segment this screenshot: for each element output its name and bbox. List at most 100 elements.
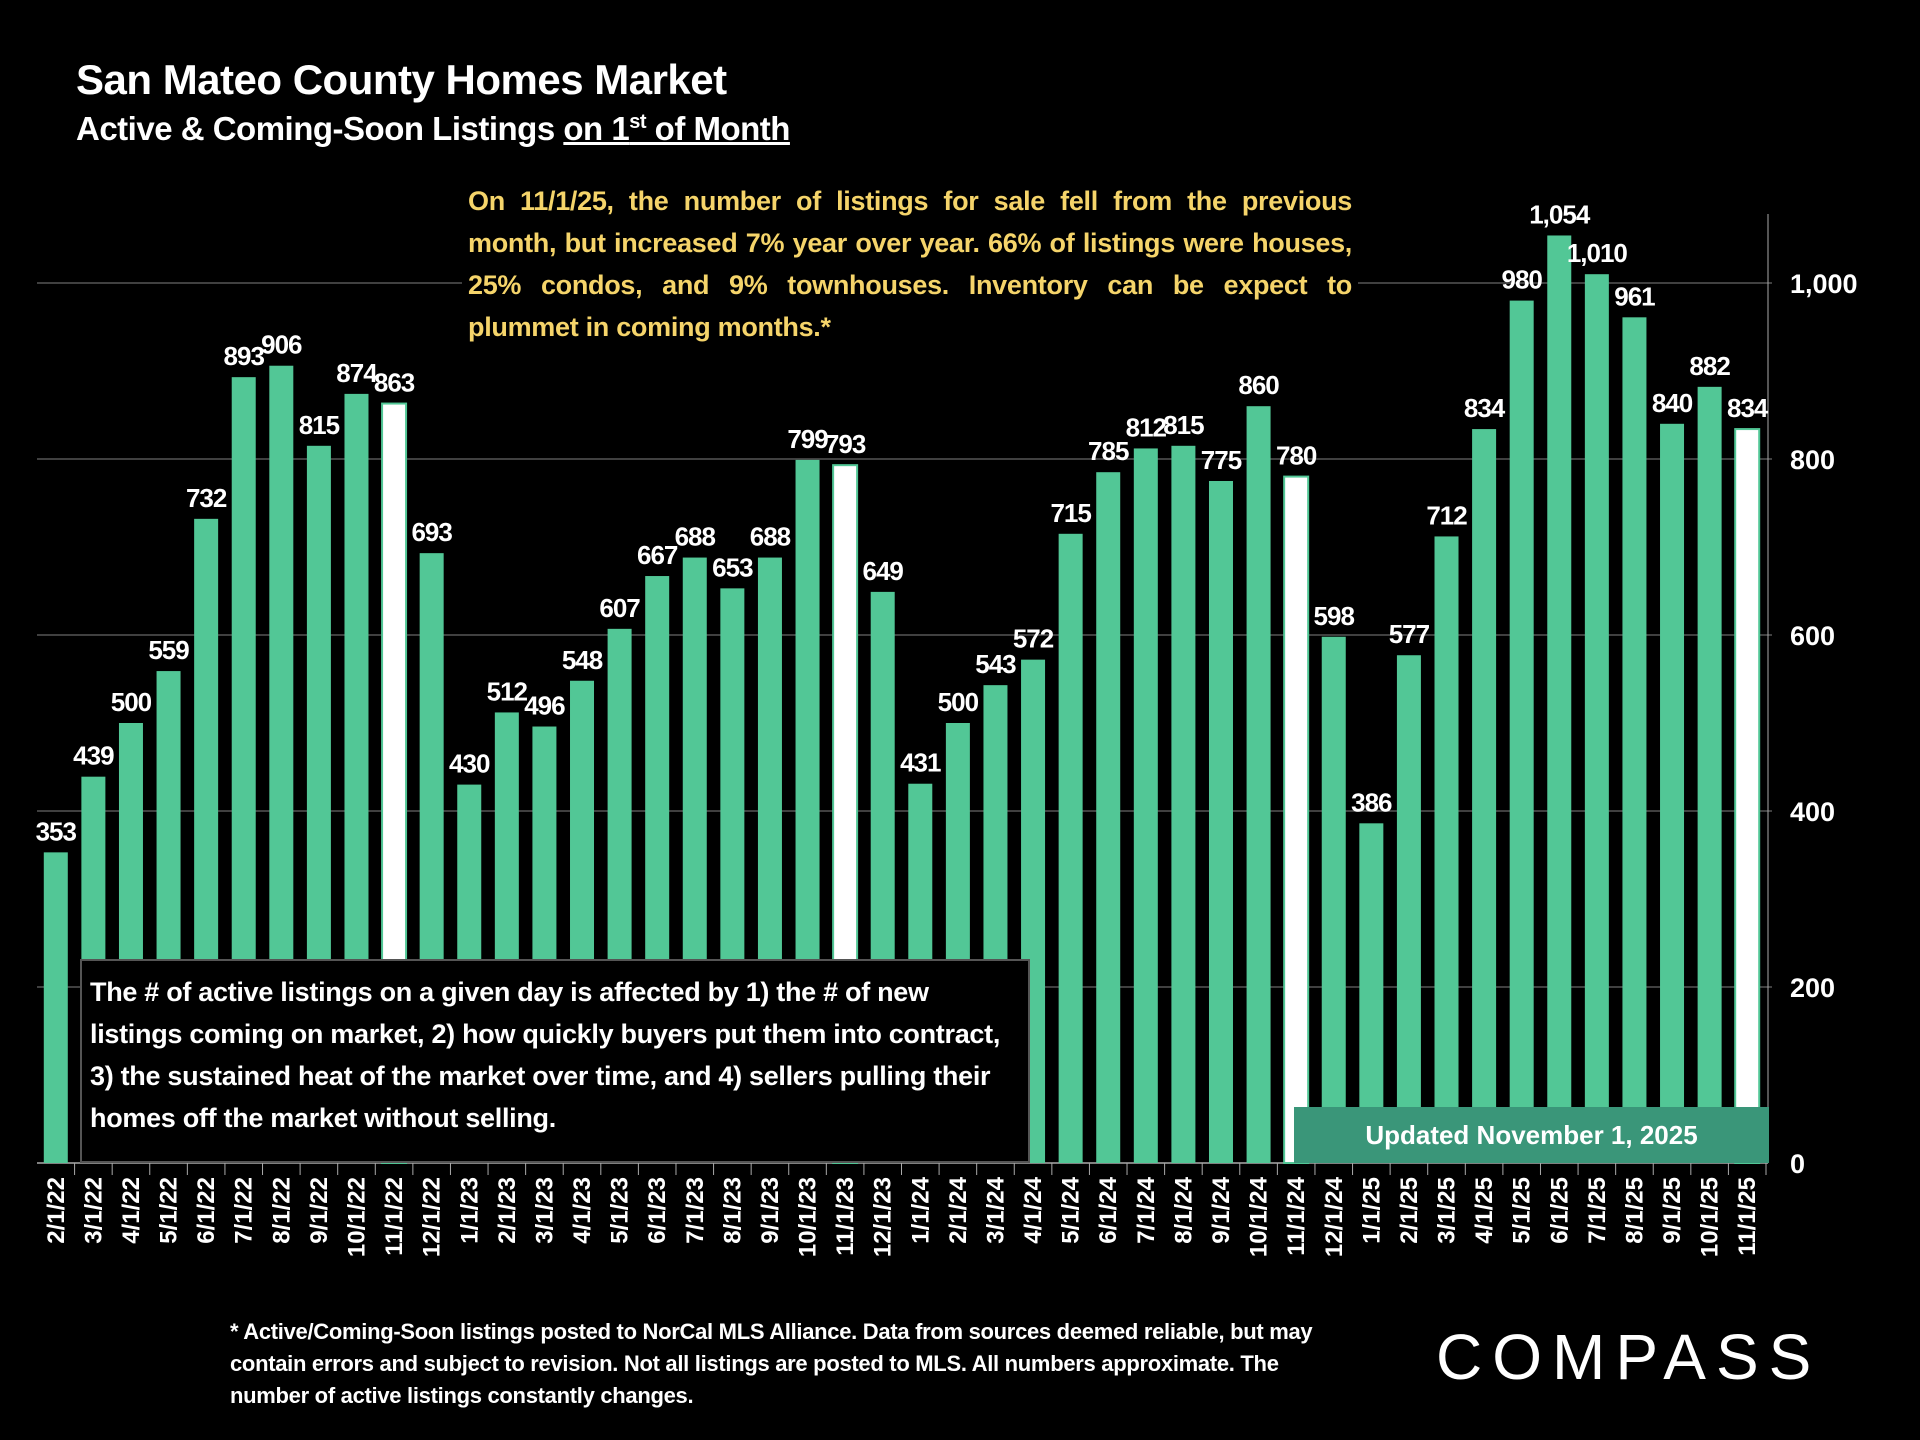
data-label: 543 (975, 649, 1016, 679)
x-tick-label: 9/1/24 (1208, 1176, 1235, 1243)
y-tick-label: 400 (1790, 797, 1835, 827)
data-label: 572 (1013, 624, 1054, 654)
x-tick-label: 2/1/22 (43, 1177, 70, 1244)
x-tick-label: 5/1/22 (156, 1177, 183, 1244)
data-label: 667 (637, 540, 678, 570)
chart-subtitle: Active & Coming-Soon Listings on 1st of … (76, 110, 790, 148)
data-label: 439 (73, 741, 114, 771)
x-tick-label: 11/1/25 (1734, 1177, 1761, 1256)
data-label: 693 (411, 517, 452, 547)
data-label: 775 (1201, 445, 1242, 475)
x-tick-label: 7/1/25 (1584, 1177, 1611, 1244)
data-label: 712 (1426, 500, 1467, 530)
bar (1096, 472, 1121, 1163)
data-label: 500 (111, 687, 152, 717)
data-label: 780 (1276, 441, 1317, 471)
bar (1208, 481, 1233, 1163)
y-tick-label: 800 (1790, 445, 1835, 475)
bar (1058, 533, 1083, 1163)
data-label: 732 (186, 483, 227, 513)
data-label: 834 (1464, 393, 1506, 423)
x-tick-label: 4/1/24 (1020, 1176, 1047, 1243)
subtitle-prefix: Active & Coming-Soon Listings (76, 110, 564, 147)
y-tick-label: 200 (1790, 973, 1835, 1003)
x-tick-label: 1/1/23 (456, 1177, 483, 1244)
x-tick-label: 1/1/25 (1358, 1177, 1385, 1244)
bar (1660, 423, 1685, 1163)
data-label: 430 (449, 749, 490, 779)
x-tick-label: 3/1/25 (1434, 1177, 1461, 1244)
bar (1359, 823, 1384, 1163)
data-label: 812 (1126, 412, 1167, 442)
data-label: 799 (787, 424, 828, 454)
bar (1283, 475, 1310, 1165)
x-tick-label: 5/1/24 (1058, 1176, 1085, 1243)
bar (1171, 445, 1196, 1163)
x-tick-label: 6/1/25 (1546, 1177, 1573, 1244)
data-label: 598 (1314, 601, 1355, 631)
x-tick-label: 7/1/24 (1133, 1176, 1160, 1243)
x-tick-label: 8/1/25 (1621, 1177, 1648, 1244)
data-label: 548 (562, 645, 603, 675)
data-label: 649 (863, 556, 904, 586)
x-tick-label: 8/1/24 (1170, 1176, 1197, 1243)
bar (1321, 636, 1346, 1163)
x-tick-label: 9/1/23 (757, 1177, 784, 1244)
data-label: 512 (487, 676, 528, 706)
x-tick-label: 10/1/24 (1246, 1176, 1273, 1257)
data-label: 688 (750, 522, 791, 552)
x-tick-label: 7/1/22 (231, 1177, 258, 1244)
data-label: 980 (1501, 265, 1542, 295)
data-label: 785 (1088, 436, 1129, 466)
commentary-note: On 11/1/25, the number of listings for s… (462, 176, 1358, 352)
data-label: 1,054 (1529, 199, 1591, 229)
x-tick-label: 10/1/23 (795, 1177, 822, 1257)
data-label: 893 (224, 341, 265, 371)
chart-title: San Mateo County Homes Market (76, 56, 727, 103)
x-tick-label: 4/1/23 (569, 1177, 596, 1244)
bar (1697, 386, 1722, 1164)
x-tick-label: 9/1/25 (1659, 1177, 1686, 1244)
subtitle-suffix: of Month (646, 110, 791, 147)
x-tick-label: 7/1/23 (682, 1177, 709, 1244)
data-label: 386 (1351, 787, 1392, 817)
compass-logo: COMPASS (1436, 1321, 1822, 1393)
x-tick-label: 8/1/23 (719, 1177, 746, 1244)
data-label: 577 (1389, 619, 1430, 649)
x-tick-label: 6/1/24 (1095, 1176, 1122, 1243)
x-tick-label: 5/1/25 (1509, 1177, 1536, 1244)
data-label: 840 (1652, 388, 1693, 418)
x-tick-label: 2/1/25 (1396, 1177, 1423, 1244)
x-tick-label: 10/1/25 (1697, 1177, 1724, 1257)
x-tick-label: 4/1/25 (1471, 1177, 1498, 1244)
data-label: 353 (36, 816, 77, 846)
x-tick-label: 3/1/23 (531, 1177, 558, 1244)
data-label: 874 (336, 358, 378, 388)
data-label: 559 (148, 635, 189, 665)
data-label: 607 (599, 593, 640, 623)
bar (1472, 429, 1497, 1164)
x-tick-label: 6/1/23 (644, 1177, 671, 1244)
data-label: 906 (261, 330, 302, 360)
x-tick-label: 2/1/24 (945, 1176, 972, 1243)
x-tick-label: 12/1/22 (419, 1177, 446, 1257)
x-tick-label: 1/1/24 (907, 1176, 934, 1243)
x-tick-label: 9/1/22 (306, 1177, 333, 1244)
data-label: 496 (524, 691, 565, 721)
data-label: 715 (1050, 498, 1091, 528)
x-tick-label: 11/1/24 (1283, 1176, 1310, 1255)
bar (1509, 300, 1534, 1164)
bar (1246, 406, 1271, 1163)
data-label: 961 (1614, 281, 1655, 311)
data-label: 653 (712, 552, 753, 582)
x-tick-label: 2/1/23 (494, 1177, 521, 1244)
x-tick-label: 10/1/22 (343, 1177, 370, 1257)
x-tick-label: 12/1/24 (1321, 1176, 1348, 1257)
explanation-box: The # of active listings on a given day … (80, 959, 1030, 1163)
bar (1734, 428, 1761, 1164)
data-label: 815 (299, 410, 340, 440)
data-label: 500 (938, 687, 979, 717)
bar (1584, 274, 1609, 1163)
x-tick-label: 8/1/22 (268, 1177, 295, 1244)
bar (1396, 655, 1421, 1163)
